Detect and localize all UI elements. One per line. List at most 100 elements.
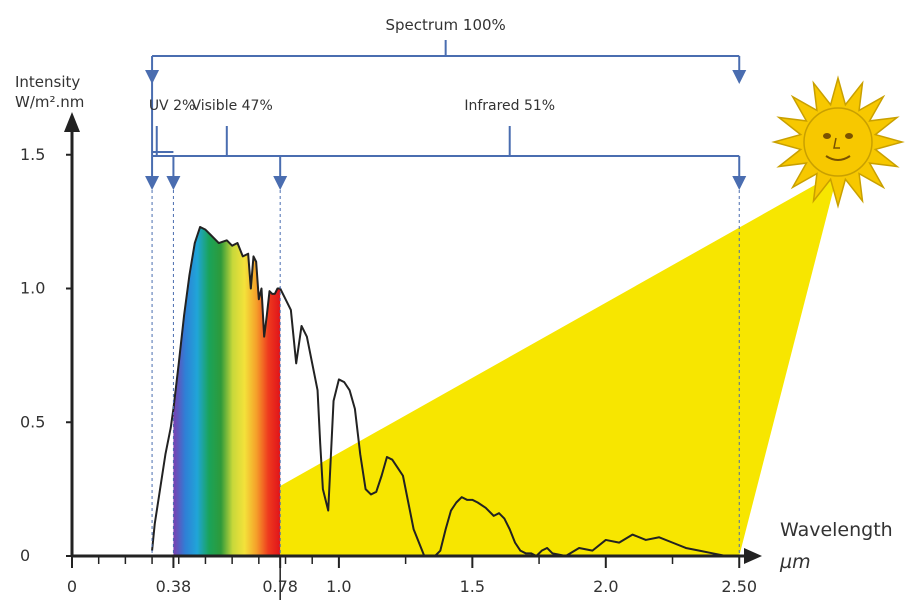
x-tick-label: 0.78: [262, 577, 298, 596]
spectrum-data-point: [364, 488, 367, 490]
region-label: UV 2%: [149, 98, 195, 114]
x-tick-label: 2.0: [593, 577, 618, 596]
sunbeam-triangle: [280, 172, 838, 556]
y-tick-label: 1.5: [20, 145, 45, 164]
spectrum-data-point: [402, 475, 404, 477]
spectrum-data-point: [306, 336, 308, 338]
spectrum-data-point: [268, 290, 271, 292]
spectrum-data-point: [236, 242, 239, 244]
spectrum-data-point: [300, 325, 303, 327]
spectrum-data-point: [260, 287, 263, 290]
spectrum-data-point: [178, 362, 180, 364]
spectrum-arrow-left: [145, 70, 160, 84]
region-arrow: [732, 176, 747, 190]
spectrum-data-point: [311, 362, 313, 364]
spectrum-data-point: [493, 515, 495, 517]
x-tick-label: 0.38: [156, 577, 192, 596]
spectrum-data-point: [418, 542, 420, 544]
spectrum-data-point: [154, 523, 156, 525]
spectrum-data-point: [450, 509, 452, 512]
spectrum-data-point: [514, 542, 516, 544]
x-tick-label: 1.0: [326, 577, 351, 596]
x-axis-arrow: [744, 548, 762, 564]
spectrum-data-point: [525, 552, 527, 554]
spectrum-data-point: [316, 389, 319, 391]
y-axis-label-line2: W/m².nm: [15, 93, 84, 111]
sun-mouth: [825, 155, 851, 161]
spectrum-data-point: [204, 229, 207, 231]
spectrum-data-point: [247, 253, 249, 255]
spectrum-data-point: [194, 242, 196, 244]
y-tick-label: 0.5: [20, 412, 45, 431]
spectrum-data-point: [263, 336, 265, 338]
spectrum-data-point: [685, 547, 687, 549]
spectrum-data-point: [164, 453, 167, 455]
spectrum-data-point: [519, 550, 521, 552]
spectrum-data-point: [397, 467, 399, 469]
spectrum-data-point: [183, 314, 185, 316]
spectrum-data-point: [319, 443, 321, 445]
spectrum-data-point: [271, 293, 273, 295]
spectrum-data-point: [578, 547, 580, 549]
spectrum-data-point: [226, 239, 228, 241]
spectrum-data-point: [413, 528, 415, 530]
spectrum-data-point: [258, 298, 260, 300]
spectrum-data-point: [276, 287, 279, 290]
visible-spectrum-fill: [173, 226, 281, 556]
spectrum-data-point: [546, 547, 548, 549]
spectrum-data-point: [242, 255, 244, 257]
spectrum-data-point: [188, 274, 191, 276]
spectrum-data-point: [284, 298, 287, 300]
spectrum-data-point: [255, 261, 257, 263]
spectrum-data-point: [231, 245, 233, 247]
spectrum-data-point: [498, 512, 500, 514]
spectrum-data-point: [250, 287, 252, 290]
spectrum-data-point: [658, 536, 660, 538]
x-axis-label: Wavelength: [780, 519, 893, 541]
spectrum-data-point: [407, 501, 409, 504]
spectrum-data-point: [170, 427, 172, 429]
y-axis-arrow: [64, 112, 80, 132]
spectrum-data-point: [477, 501, 479, 504]
region-label: Visible 47%: [191, 98, 272, 114]
spectrum-data-point: [381, 475, 383, 477]
spectrum-data-point: [375, 491, 377, 493]
spectrum-data-point: [471, 499, 473, 501]
spectrum-data-point: [605, 539, 607, 541]
region-arrow: [273, 176, 288, 190]
spectrum-data-point: [218, 242, 220, 244]
x-axis-unit: µm: [779, 551, 811, 573]
region-brackets: Spectrum 100% UV 2%Visible 47% Infrared 51…: [145, 16, 747, 600]
spectrum-data-point: [290, 309, 292, 311]
spectrum-data-point: [327, 509, 329, 512]
spectrum-data-point: [466, 499, 468, 501]
spectrum-data-point: [295, 362, 297, 364]
spectrum-data-point: [322, 488, 324, 490]
region-arrow: [145, 176, 160, 190]
y-tick-label: 0: [20, 546, 30, 565]
spectrum-data-point: [698, 550, 700, 552]
spectrum-data-point: [348, 389, 351, 391]
spectrum-curve-group: [151, 225, 740, 557]
spectrum-data-point: [503, 517, 505, 520]
spectrum-data-point: [530, 552, 532, 554]
spectrum-data-point: [354, 408, 356, 410]
spectrum-data-point: [391, 459, 393, 461]
spectrum-data-point: [461, 496, 463, 498]
spectrum-data-point: [631, 534, 634, 536]
spectrum-data-point: [671, 542, 674, 544]
spectrum-data-point: [199, 226, 201, 228]
spectrum-data-point: [370, 493, 372, 496]
spectrum-data-point: [541, 550, 543, 552]
sun-nose: [833, 137, 840, 149]
spectrum-data-point: [509, 528, 511, 530]
spectrum-data-point: [618, 542, 620, 544]
y-axis-label-line1: Intensity: [15, 73, 80, 91]
spectrum-data-point: [711, 552, 714, 554]
spectrum-data-point: [159, 488, 161, 490]
ticks: 0 0.5 1.0 1.5 0 0.38 0.78 1.0 1.5 2.0 2.50: [20, 145, 757, 596]
sun-face: [803, 107, 873, 177]
sun-eye-left: [823, 133, 831, 139]
spectrum-data-point: [252, 255, 255, 257]
